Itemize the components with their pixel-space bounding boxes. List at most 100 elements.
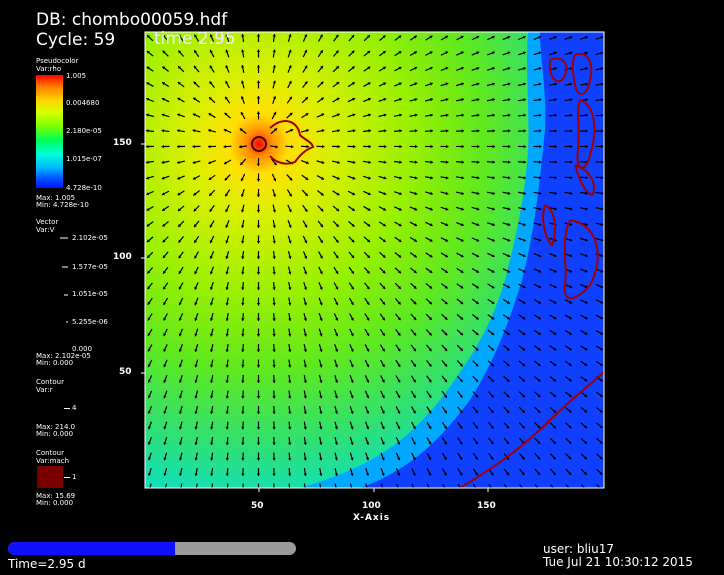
vector-arrow-head: [147, 317, 151, 321]
vector-arrow-head: [522, 35, 526, 40]
vector-arrow-head: [475, 269, 479, 273]
vector-arrow-head: [336, 192, 340, 196]
vector-arrow-head: [383, 160, 387, 164]
vector-arrow-head: [507, 176, 511, 180]
pseudocolor-legend-title: Pseudocolor: [36, 57, 79, 65]
vector-arrow-head: [568, 394, 572, 398]
vector-arrow-head: [272, 49, 276, 53]
vector-arrow-head: [460, 316, 464, 320]
vector-arrow-head: [569, 207, 573, 211]
vector-arrow-head: [428, 363, 432, 367]
vector-arrow-head: [335, 34, 339, 38]
vector-arrow-head: [272, 80, 277, 84]
vector-arrow-head: [272, 225, 276, 228]
vector-arrow-head: [350, 457, 354, 461]
vector-arrow-head: [319, 457, 323, 461]
vector-arrow-head: [398, 82, 402, 86]
vector-arrow-head: [210, 473, 214, 476]
vector-arrow-head: [506, 300, 510, 304]
vector-arrow-head: [383, 207, 387, 211]
vector-arrow-head: [522, 332, 526, 335]
vector-arrow-head: [225, 395, 229, 399]
vector-arrow-head: [192, 129, 196, 133]
vector-arrow-head: [194, 239, 198, 243]
vector-arrow-head: [239, 128, 243, 132]
vector-arrow-head: [538, 160, 542, 164]
vector-arrow-head: [475, 316, 479, 320]
vector-arrow-head: [459, 379, 463, 383]
vector-arrow-head: [507, 82, 511, 86]
time-slider[interactable]: [8, 542, 296, 555]
vector-arrow-head: [538, 269, 542, 273]
vector-arrow-head: [272, 287, 276, 290]
vector-arrow-head: [381, 395, 385, 399]
vector-arrow-head: [178, 364, 183, 368]
vector-arrow-head: [399, 176, 402, 180]
vector-arrow-head: [147, 35, 151, 39]
vector-arrow-head: [584, 425, 588, 429]
vector-arrow-head: [287, 457, 292, 461]
vector-arrow-head: [178, 410, 183, 414]
vector-arrow-head: [553, 238, 557, 242]
vector-arrow-head: [506, 472, 509, 476]
vector-arrow-head: [256, 380, 261, 383]
contour-r-min: Min: 0.000: [36, 430, 74, 438]
vector-arrow-head: [241, 318, 245, 321]
vector-arrow-head: [475, 441, 478, 445]
vector-arrow-head: [429, 207, 433, 211]
vector-arrow-head: [178, 379, 183, 383]
vector-arrow-head: [568, 378, 572, 382]
vector-arrow-head: [147, 348, 151, 352]
vector-arrow-head: [523, 160, 526, 164]
vector-arrow-head: [428, 441, 432, 445]
vector-arrow-head: [225, 318, 229, 321]
vector-arrow-head: [506, 285, 510, 289]
vector-arrow-head: [569, 191, 573, 195]
vector-arrow-head: [397, 426, 401, 430]
vector-arrow-head: [381, 426, 385, 430]
vector-arrow-head: [553, 253, 557, 258]
vector-arrow-head: [366, 317, 370, 321]
vector-arrow-head: [399, 129, 402, 133]
vector-arrow-head: [163, 317, 167, 321]
vector-arrow-head: [288, 193, 292, 197]
vector-arrow-head: [491, 254, 495, 258]
vector-arrow-head: [430, 160, 433, 164]
vector-arrow-head: [537, 300, 541, 304]
vector-arrow-head: [240, 162, 244, 165]
vector-arrow-head: [428, 472, 432, 476]
vector-arrow-head: [335, 333, 339, 337]
vector-arrow-head: [538, 35, 542, 40]
vector-arrow-head: [600, 253, 604, 258]
vector-arrow-head: [210, 349, 214, 352]
vector-arrow-head: [382, 223, 386, 227]
vector-arrow-head: [147, 286, 151, 290]
vector-arrow-head: [272, 318, 276, 321]
vector-arrow-head: [352, 97, 356, 101]
vector-arrow-head: [241, 380, 245, 383]
vector-arrow-head: [334, 395, 339, 399]
vector-arrow-head: [256, 49, 261, 52]
vector-arrow-head: [522, 222, 526, 227]
vector-arrow-head: [162, 239, 166, 243]
colorbar-tick: 0.004680: [66, 99, 100, 107]
vector-arrow-head: [336, 82, 340, 85]
vector-arrow-head: [334, 473, 338, 476]
vector-arrow-head: [507, 160, 511, 164]
user-label: user: bliu17: [543, 542, 614, 556]
vector-arrow-head: [368, 129, 371, 133]
vector-arrow-head: [506, 332, 510, 335]
vector-arrow-head: [491, 238, 495, 242]
vector-arrow-head: [272, 34, 276, 37]
vector-arrow-head: [381, 457, 385, 461]
vector-arrow-head: [178, 395, 183, 399]
vector-arrow-head: [568, 347, 572, 351]
vector-arrow-head: [460, 269, 464, 273]
vector-arrow-head: [146, 144, 149, 149]
vector-arrow-head: [445, 113, 449, 117]
vector-arrow-head: [365, 441, 370, 445]
vector-arrow-head: [584, 35, 588, 40]
vector-arrow-head: [303, 380, 307, 383]
vector-arrow-head: [319, 380, 323, 383]
vector-arrow-head: [367, 192, 371, 196]
